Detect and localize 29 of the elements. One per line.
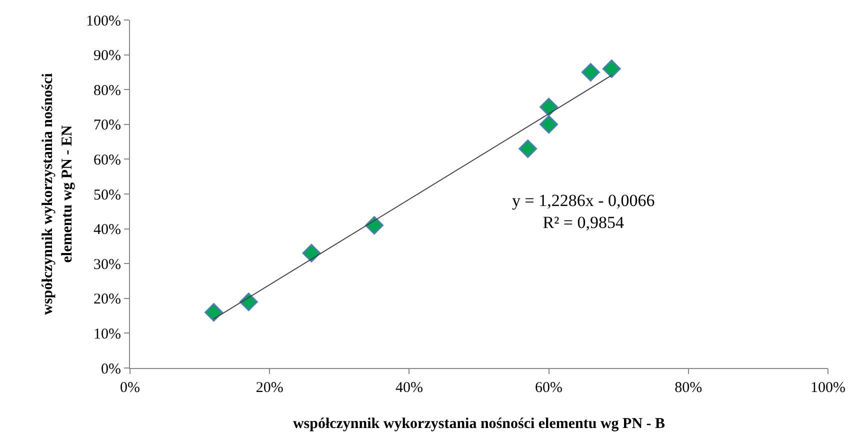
- x-tick-label: 0%: [120, 380, 140, 396]
- y-tick-label: 0%: [101, 361, 121, 378]
- y-tick-label: 10%: [94, 326, 121, 342]
- point: [518, 140, 538, 158]
- point: [540, 115, 558, 134]
- y-tick-label: 30%: [94, 256, 121, 273]
- x-tick-label: 20%: [256, 380, 284, 396]
- y-tick-label: 90%: [94, 48, 121, 64]
- point: [540, 98, 558, 116]
- point: [365, 216, 384, 235]
- y-tick-label: 50%: [94, 187, 121, 204]
- y-tick-label: 60%: [94, 152, 121, 168]
- point: [302, 244, 321, 262]
- x-tick-label: 40%: [395, 380, 423, 396]
- y-tick-label: 70%: [94, 118, 121, 134]
- point: [581, 63, 600, 82]
- x-tick-label: 100%: [810, 380, 846, 396]
- y-axis-title: współczynnik wykorzystania nośności elementu wg PN - EN: [40, 73, 76, 315]
- y-tick-label: 20%: [94, 292, 121, 308]
- point: [204, 303, 223, 322]
- x-tick-label: 60%: [535, 380, 563, 396]
- x-axis-title: współczynnik wykorzystania nośności elementu wg PN - B: [292, 416, 666, 432]
- y-tick-label: 100%: [86, 13, 121, 30]
- point: [239, 292, 258, 312]
- y-tick-label: 40%: [94, 222, 121, 238]
- x-tick-label: 80%: [674, 380, 702, 396]
- point: [602, 60, 621, 78]
- y-tick-label: 80%: [94, 82, 121, 99]
- annotation: y = 1,2286x - 0,0066 R² = 0,9854: [512, 191, 655, 232]
